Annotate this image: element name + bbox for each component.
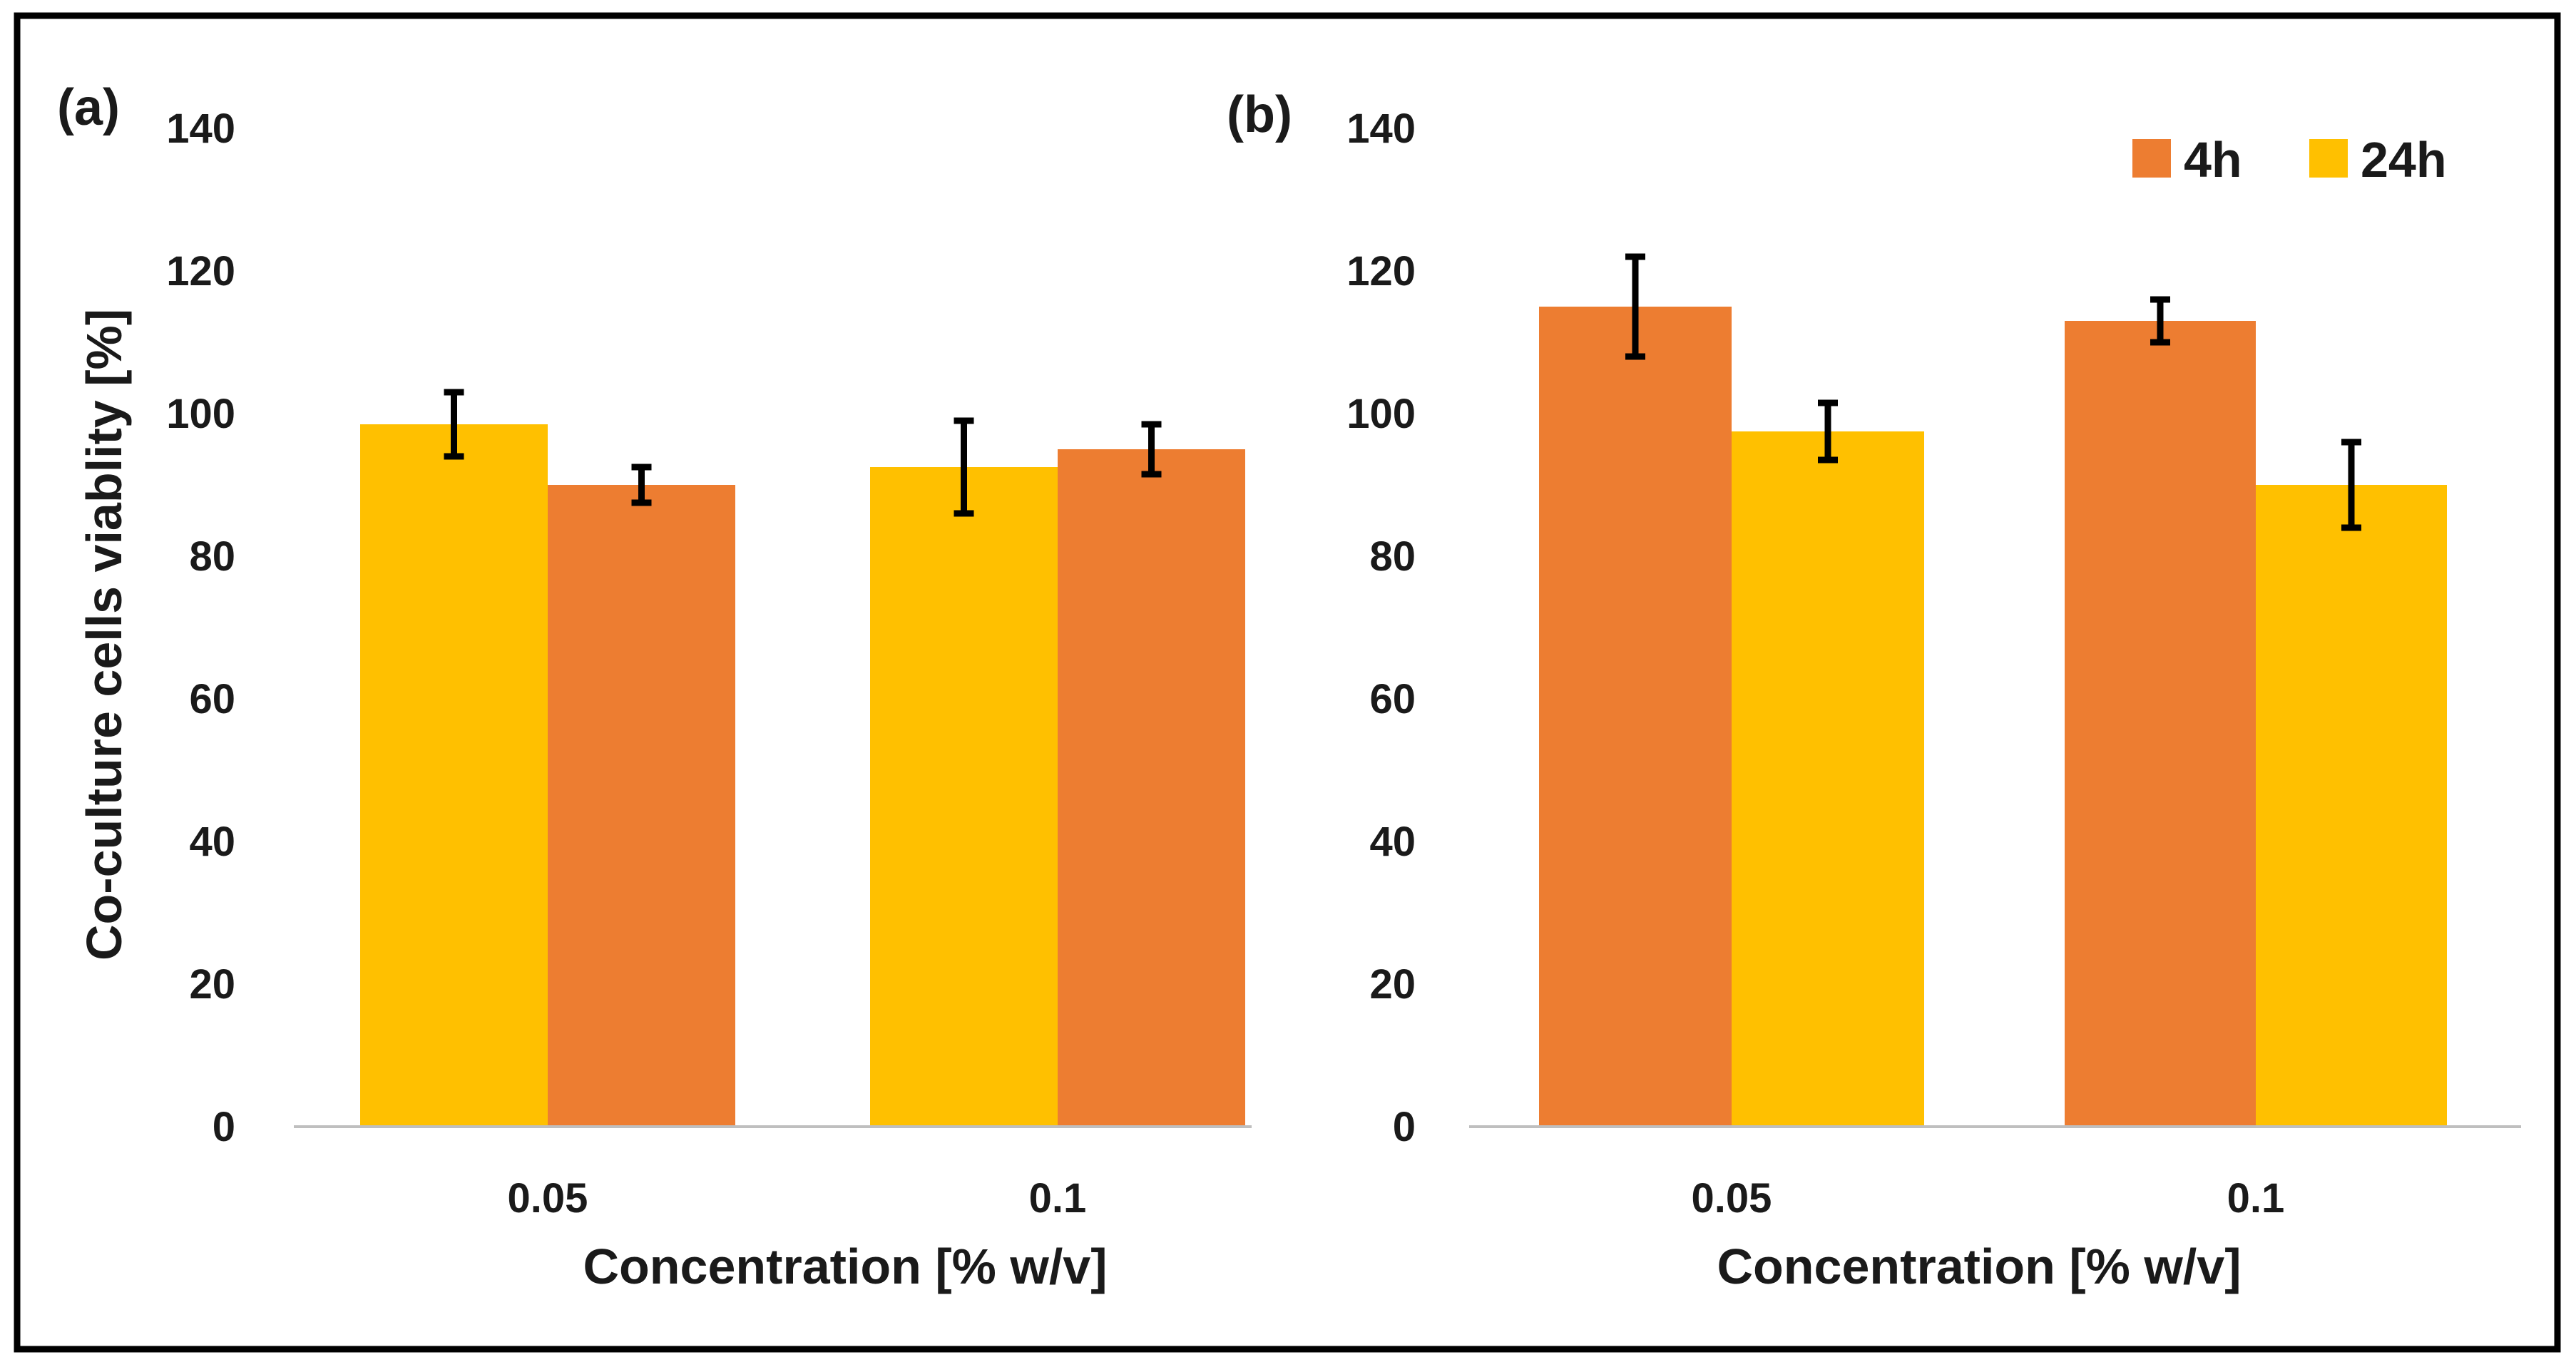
panel-b-label: (b) [1227,86,1292,143]
panel-a-categories: 0.05 0.1 [508,1175,1087,1222]
panel-a-bar-24h-0.1 [870,467,1058,1127]
panel-b-errorbar-4h-0.1 [2150,296,2170,346]
panel-a-y-tick-60: 60 [189,676,235,722]
panel-a-y-tick-80: 80 [189,533,235,580]
panel-b-y-tick-0: 0 [1393,1104,1416,1150]
panel-a-errorbar-24h-0.1 [954,417,974,517]
panel-a-bars [360,389,1245,1127]
legend-label-24h: 24h [2361,132,2447,188]
legend-label-4h: 4h [2184,132,2242,188]
panel-b-y-tick-40: 40 [1369,819,1416,865]
panel-a-y-tick-120: 120 [166,248,235,295]
panel-a-category-0.05: 0.05 [508,1175,588,1222]
panel-a-label: (a) [57,79,120,136]
legend-swatch-24h [2309,139,2348,178]
panel-a-errorbar-4h-0.1 [1141,421,1162,478]
panel-b-y-tick-120: 120 [1346,248,1416,295]
panel-b-bar-24h-0.1 [2256,485,2447,1127]
panel-a-y-tick-100: 100 [166,391,235,437]
panel-a: (a) Co-culture cells viablity [%] 0 20 40 6… [57,79,1252,1294]
panel-b-y-tick-20: 20 [1369,961,1416,1008]
panel-a-bar-4h-0.05 [548,485,735,1127]
panel-a-y-ticks: 0 20 40 60 80 100 120 140 [166,106,235,1150]
panel-b-categories: 0.05 0.1 [1692,1175,2285,1222]
panel-b-y-tick-60: 60 [1369,676,1416,722]
panel-b-errorbar-4h-0.05 [1625,253,1645,360]
panel-b-y-ticks: 0 20 40 60 80 100 120 140 [1346,106,1416,1150]
panel-a-y-tick-20: 20 [189,961,235,1008]
panel-a-bar-4h-0.1 [1058,449,1245,1127]
panel-a-errorbar-24h-0.05 [444,389,464,460]
panel-b-x-axis-title: Concentration [% w/v] [1717,1239,2241,1294]
panel-b-category-0.05: 0.05 [1692,1175,1772,1222]
panel-a-bar-24h-0.05 [360,424,548,1127]
panel-a-y-tick-140: 140 [166,106,235,152]
panel-a-errorbar-4h-0.05 [631,464,652,506]
panel-a-y-tick-40: 40 [189,819,235,865]
panel-b-y-tick-100: 100 [1346,391,1416,437]
panel-b-category-0.1: 0.1 [2227,1175,2285,1222]
legend: 4h 24h [2132,132,2447,188]
panel-b-bars [1539,253,2447,1127]
panel-a-category-0.1: 0.1 [1029,1175,1087,1222]
panel-b-bar-4h-0.1 [2065,321,2256,1127]
panel-b: (b) 0 20 40 60 80 100 120 140 0.05 0.1 Concentra… [1227,86,2521,1294]
panel-b-y-tick-140: 140 [1346,106,1416,152]
panel-a-x-axis-title: Concentration [% w/v] [583,1239,1107,1294]
panel-b-bar-4h-0.05 [1539,307,1732,1127]
panel-b-bar-24h-0.05 [1732,431,1924,1127]
panel-a-y-axis-title: Co-culture cells viablity [%] [76,309,132,961]
panel-b-errorbar-24h-0.1 [2341,439,2361,531]
panel-b-errorbar-24h-0.05 [1818,399,1838,464]
legend-swatch-4h [2132,139,2171,178]
panel-b-y-tick-80: 80 [1369,533,1416,580]
panel-a-y-tick-0: 0 [213,1104,235,1150]
